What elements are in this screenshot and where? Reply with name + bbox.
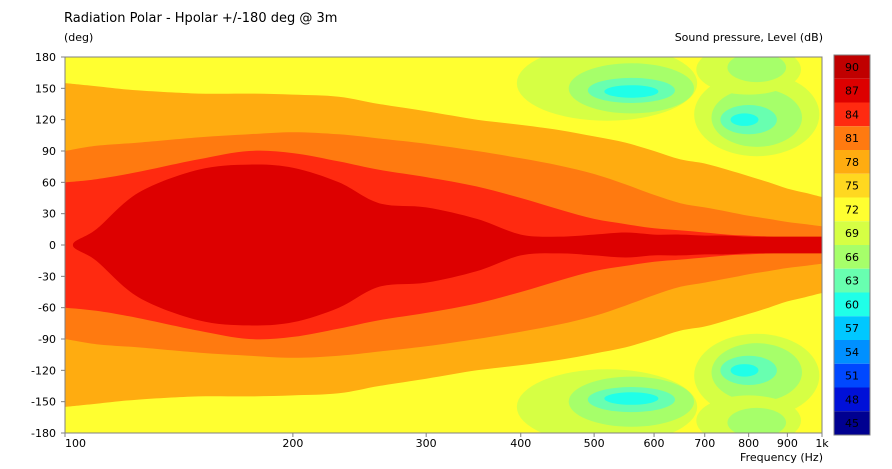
colorbar-frame [833,54,871,436]
side-lobe-contour [727,57,787,83]
colorbar-swatch [834,173,870,198]
colorbar-swatch [834,197,870,222]
colorbar-level-label: 78 [845,156,859,169]
colorbar-swatch [834,363,870,388]
x-tick-label: 700 [694,437,715,450]
colorbar-level-label: 90 [845,61,859,74]
y-tick-label: 0 [49,239,56,252]
colorbar-level-label: 60 [845,298,859,311]
x-axis-label: Frequency (Hz) [740,451,823,464]
colorbar-level-label: 72 [845,203,859,216]
colorbar: 90 87 84 81 78 75 72 69 66 63 60 57 54 51 48 45 [833,54,871,436]
colorbar-swatch [834,126,870,150]
contour-band-87db [72,164,822,326]
colorbar-swatch [834,150,870,174]
y-tick-label: 180 [35,51,56,64]
colorbar-swatch [834,268,870,293]
y-tick-label: -180 [31,427,56,440]
colorbar-level-label: 45 [845,417,859,430]
side-lobe-contour [604,392,659,405]
x-tick-label: 800 [738,437,759,450]
colorbar-swatch [834,340,870,364]
x-axis-ticks: 100 200 300 400 500 600 700 800 900 1k [64,433,829,450]
colorbar-level-label: 81 [845,132,859,145]
colorbar-level-label: 51 [845,370,859,383]
x-tick-label: 200 [282,437,303,450]
y-tick-label: -60 [38,302,56,315]
colorbar-level-label: 54 [845,346,859,359]
y-tick-label: -150 [31,396,56,409]
y-tick-label: -30 [38,270,56,283]
side-lobe-contour [730,364,759,377]
contour-plot-area [65,57,822,433]
side-lobe-contour [730,113,759,126]
x-tick-label: 1k [815,437,829,450]
side-lobe-contour [604,85,659,98]
side-lobe-contour [727,407,787,433]
colorbar-swatch [834,411,870,435]
colorbar-level-label: 48 [845,393,859,406]
y-axis-unit: (deg) [64,31,94,44]
colorbar-level-label: 87 [845,85,859,98]
colorbar-swatch [834,316,870,340]
colorbar-level-label: 75 [845,180,859,193]
colorbar-label: Sound pressure, Level (dB) [674,31,823,44]
colorbar-swatch [834,55,870,79]
y-tick-label: 90 [42,145,56,158]
colorbar-swatch [834,221,870,245]
colorbar-swatch [834,245,870,269]
colorbar-level-label: 84 [845,108,859,121]
y-tick-label: -90 [38,333,56,346]
colorbar-level-label: 57 [845,322,859,335]
x-tick-label: 500 [584,437,605,450]
x-tick-label: 600 [644,437,665,450]
colorbar-swatch [834,78,870,103]
y-tick-label: -120 [31,364,56,377]
colorbar-swatch [834,292,870,317]
x-tick-label: 900 [777,437,798,450]
colorbar-swatch [834,102,870,127]
x-tick-label: 100 [65,437,86,450]
colorbar-level-label: 69 [845,227,859,240]
y-tick-label: 60 [42,176,56,189]
y-tick-label: 30 [42,208,56,221]
colorbar-swatch [834,387,870,412]
y-tick-label: 150 [35,82,56,95]
colorbar-level-label: 66 [845,251,859,264]
y-tick-label: 120 [35,114,56,127]
x-tick-label: 400 [510,437,531,450]
chart-title: Radiation Polar - Hpolar +/-180 deg @ 3m [64,11,338,26]
colorbar-level-label: 63 [845,275,859,288]
x-tick-label: 300 [416,437,437,450]
y-axis-ticks: 180 150 120 90 60 30 0 -30 -60 -90 -120 -150 -180 [31,51,65,440]
